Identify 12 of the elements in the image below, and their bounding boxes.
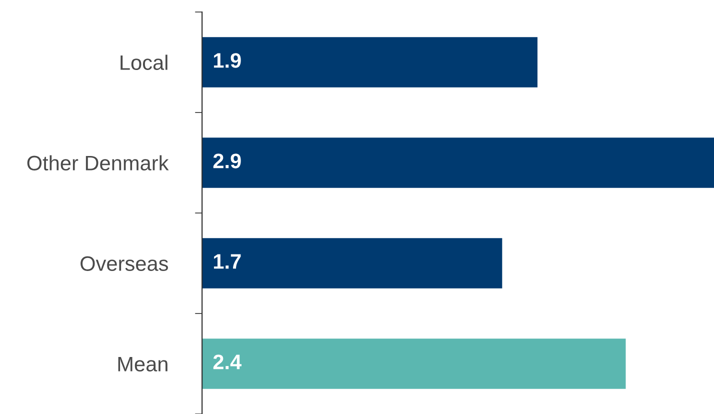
data-label: 2.9 (213, 154, 241, 168)
bar (202, 238, 502, 288)
y-tick-label: Other Denmark (27, 155, 169, 171)
data-label: 1.7 (214, 254, 241, 269)
y-tick-label: Mean (118, 356, 168, 372)
data-label: 1.9 (214, 53, 241, 68)
bar (202, 37, 538, 88)
data-label: 2.4 (213, 354, 242, 370)
bar (202, 338, 626, 389)
y-tick-label: Local (120, 54, 168, 70)
y-tick-label: Overseas (80, 256, 168, 272)
bar (202, 138, 714, 188)
